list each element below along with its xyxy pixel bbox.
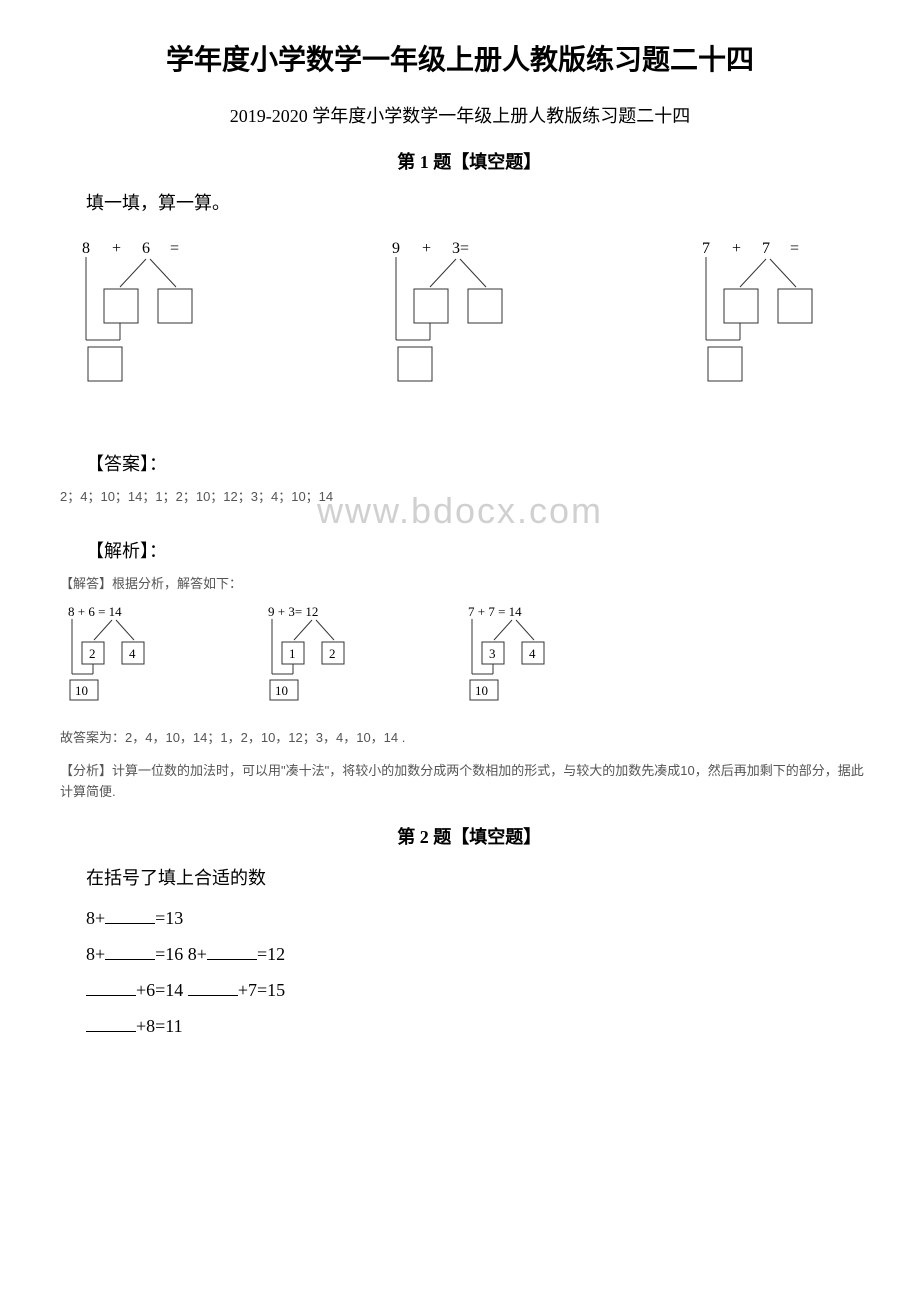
analysis-label: 【解析】：: [50, 537, 870, 563]
svg-text:4: 4: [129, 646, 136, 661]
equation-line: 8+ =13: [50, 905, 870, 929]
diagram-1: 8 + 6 =: [70, 235, 230, 420]
diagram-3: 7 + 7 =: [690, 235, 850, 420]
subtitle: 2019-2020 学年度小学数学一年级上册人教版练习题二十四: [50, 102, 870, 128]
equation-line: 8+ =16 8+ =12: [50, 941, 870, 965]
q1-diagrams: 8 + 6 = 9 + 3=: [50, 235, 870, 420]
svg-text:9: 9: [392, 240, 400, 257]
q2-header: 􀀃 第 2 题【填空题】: [50, 823, 870, 849]
svg-text:2: 2: [89, 646, 96, 661]
svg-text:8 + 6 = 14: 8 + 6 = 14: [68, 604, 122, 619]
equation-text: =16 8+: [155, 944, 207, 964]
equation-text: 8+: [86, 908, 105, 928]
solution-2: 9 + 3= 12 1 2 10: [260, 602, 400, 717]
svg-text:3: 3: [489, 646, 496, 661]
equation-text: +7=15: [238, 980, 285, 1000]
equation-text: =12: [257, 944, 285, 964]
q1-header: 􀀃 第 1 题【填空题】: [50, 148, 870, 174]
svg-text:9 + 3= 12: 9 + 3= 12: [268, 604, 318, 619]
fill-blank: [86, 1013, 136, 1032]
svg-text:+: +: [422, 240, 431, 257]
fill-blank: [105, 905, 155, 924]
expr-text: 8: [82, 240, 90, 257]
svg-text:3=: 3=: [452, 240, 469, 257]
svg-text:2: 2: [329, 646, 336, 661]
svg-text:7 + 7 = 14: 7 + 7 = 14: [468, 604, 522, 619]
svg-text:4: 4: [529, 646, 536, 661]
equation-line: +8=11: [50, 1013, 870, 1037]
fill-blank: [207, 941, 257, 960]
svg-text:1: 1: [289, 646, 296, 661]
equation-text: +8=11: [136, 1016, 183, 1036]
svg-text:6: 6: [142, 240, 150, 257]
answer-text: 2；4；10；14；1；2；10；12；3；4；10；14: [50, 486, 870, 505]
fill-blank: [86, 977, 136, 996]
fill-blank: [105, 941, 155, 960]
svg-text:+: +: [732, 240, 741, 257]
diagram-2: 9 + 3=: [380, 235, 540, 420]
svg-text:=: =: [790, 240, 799, 257]
svg-text:7: 7: [762, 240, 770, 257]
analysis-intro: 【解答】根据分析，解答如下：: [50, 573, 870, 592]
svg-text:10: 10: [475, 683, 488, 698]
equation-line: +6=14 +7=15: [50, 977, 870, 1001]
solution-3: 7 + 7 = 14 3 4 10: [460, 602, 600, 717]
svg-text:+: +: [112, 240, 121, 257]
analysis-note: 【分析】计算一位数的加法时，可以用"凑十法"，将较小的加数分成两个数相加的形式，…: [50, 761, 870, 803]
solution-1: 8 + 6 = 14 2 4 10: [60, 602, 200, 717]
equation-text: +6=14: [136, 980, 188, 1000]
equation-text: 8+: [86, 944, 105, 964]
svg-text:=: =: [170, 240, 179, 257]
q2-text: 在括号了填上合适的数: [50, 864, 870, 890]
svg-text:10: 10: [275, 683, 288, 698]
solution-diagrams: 8 + 6 = 14 2 4 10 9 + 3= 12 1 2: [50, 602, 870, 717]
conclusion: 故答案为：2，4，10，14；1，2，10，12；3，4，10，14 .: [50, 727, 870, 746]
q1-text: 填一填，算一算。: [50, 189, 870, 215]
answer-label: 【答案】：: [50, 450, 870, 476]
svg-text:10: 10: [75, 683, 88, 698]
main-title: 学年度小学数学一年级上册人教版练习题二十四: [50, 40, 870, 82]
fill-blank: [188, 977, 238, 996]
svg-text:7: 7: [702, 240, 710, 257]
equation-text: =13: [155, 908, 183, 928]
q2-equations: 8+ =13 8+ =16 8+ =12 +6=14 +7=15 +8=11: [50, 905, 870, 1037]
